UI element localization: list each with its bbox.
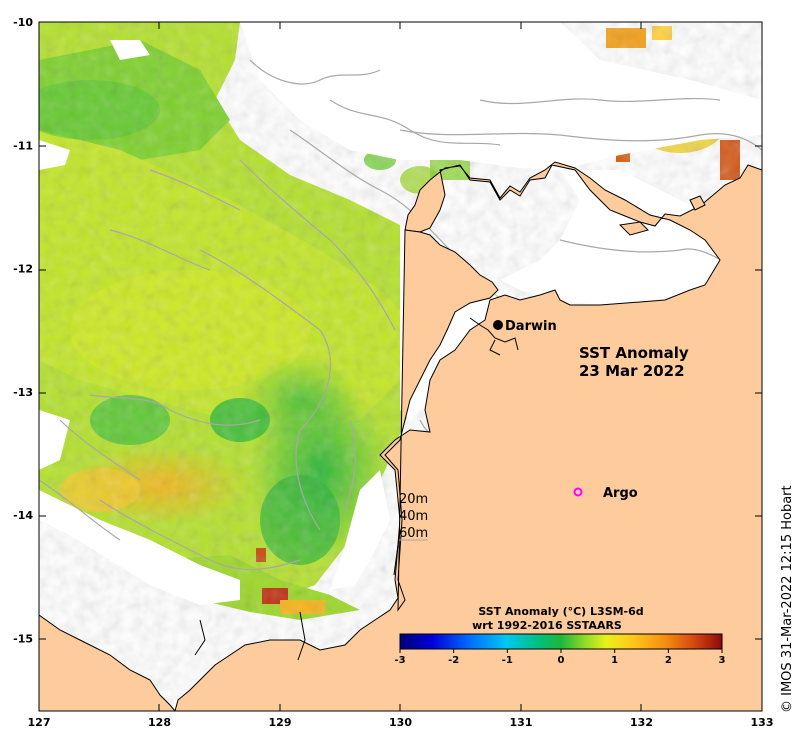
- colorbar-subtitle: wrt 1992-2016 SSTAARS: [472, 619, 622, 632]
- colorbar-tick-label: 3: [719, 655, 726, 666]
- lon-tick-label: 132: [630, 716, 653, 729]
- lon-tick-label: 133: [751, 716, 774, 729]
- colorbar-title: SST Anomaly (°C) L3SM-6d: [478, 605, 643, 618]
- argo-marker: [573, 487, 583, 497]
- colorbar: SST Anomaly (°C) L3SM-6d wrt 1992-2016 S…: [394, 605, 725, 666]
- colorbar-tick-label: 1: [611, 655, 618, 666]
- darwin-marker: [493, 320, 503, 330]
- colorbar-tick-label: 0: [558, 655, 565, 666]
- depth-label-60m: 60m: [399, 526, 428, 541]
- islands: [618, 195, 706, 236]
- lon-tick-label: 129: [269, 716, 292, 729]
- plot-frame: [38, 21, 763, 712]
- land-mass: [39, 161, 762, 711]
- bathymetry-contours: [39, 59, 762, 570]
- lat-tick-label: -13: [13, 386, 33, 399]
- argo-label: Argo: [603, 486, 638, 501]
- lat-tick-label: -11: [13, 139, 33, 152]
- lat-tick-label: -15: [13, 633, 33, 646]
- lon-tick-label: 128: [148, 716, 171, 729]
- colorbar-tick-label: -3: [394, 655, 405, 666]
- inner-ticks: [39, 22, 762, 711]
- colorbar-gradient: [399, 633, 723, 650]
- lon-tick-label: 131: [510, 716, 533, 729]
- depth-legend: 20m 40m 60m: [399, 492, 428, 541]
- coastline-detail: [194, 317, 519, 661]
- darwin-label: Darwin: [505, 319, 557, 334]
- credit-label: © IMOS 31-Mar-2022 12:15 Hobart: [780, 485, 795, 713]
- colorbar-tick-label: -2: [448, 655, 459, 666]
- lat-tick-label: -14: [13, 509, 33, 522]
- map-date: 23 Mar 2022: [579, 362, 685, 380]
- lat-tick-label: -10: [13, 16, 33, 29]
- lon-tick-label: 130: [389, 716, 412, 729]
- depth-label-20m: 20m: [399, 492, 428, 507]
- depth-label-40m: 40m: [399, 509, 428, 524]
- colorbar-tick-label: -1: [502, 655, 513, 666]
- map-title: SST Anomaly: [579, 344, 689, 362]
- colorbar-tick-label: 2: [665, 655, 672, 666]
- lat-tick-label: -12: [13, 263, 33, 276]
- lon-tick-label: 127: [28, 716, 51, 729]
